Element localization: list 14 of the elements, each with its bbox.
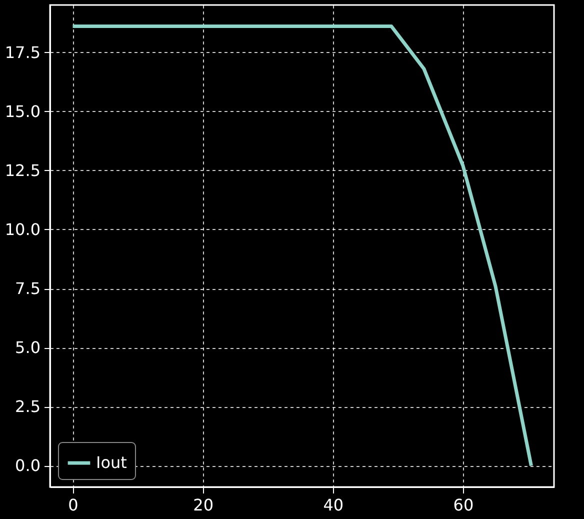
x-tick-label: 40 bbox=[323, 496, 344, 514]
y-tick-label: 10.0 bbox=[4, 220, 40, 239]
y-tick-label: 7.5 bbox=[15, 279, 40, 298]
y-tick-label: 2.5 bbox=[15, 397, 40, 416]
y-tick-label: 5.0 bbox=[15, 338, 40, 358]
x-tick-label: 20 bbox=[193, 496, 214, 514]
x-tick-label: 0 bbox=[68, 496, 78, 514]
y-tick-label: 0.0 bbox=[15, 456, 40, 476]
legend-label: Iout bbox=[96, 453, 127, 472]
line-series bbox=[71, 24, 533, 468]
y-tick-label: 17.5 bbox=[4, 42, 40, 62]
x-tick-label: 60 bbox=[453, 496, 474, 514]
y-tick-label: 12.5 bbox=[4, 160, 40, 180]
y-tick-label: 15.0 bbox=[4, 102, 40, 121]
